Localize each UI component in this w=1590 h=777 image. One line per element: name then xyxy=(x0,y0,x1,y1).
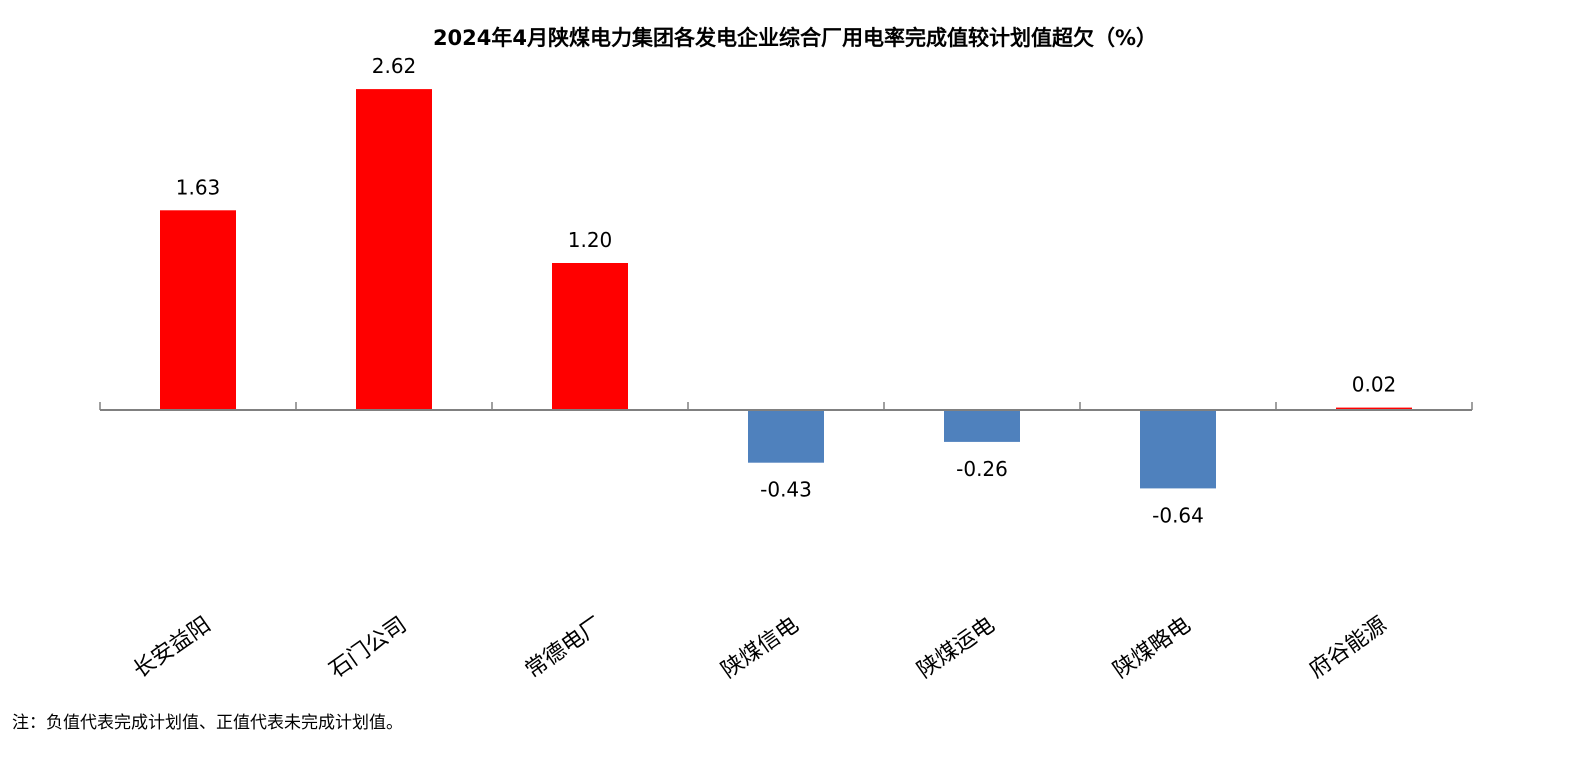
category-label-4: 陕煤信电 xyxy=(717,612,803,683)
bar-6 xyxy=(1140,410,1216,489)
bar-3 xyxy=(552,263,628,410)
category-label-6: 陕煤略电 xyxy=(1109,612,1195,683)
data-label-7: 0.02 xyxy=(1352,373,1397,397)
bar-1 xyxy=(160,210,236,410)
category-label-1: 长安益阳 xyxy=(129,612,215,683)
bar-5 xyxy=(944,410,1020,442)
bar-4 xyxy=(748,410,824,463)
x-axis xyxy=(99,402,1473,411)
chart-note: 注：负值代表完成计划值、正值代表未完成计划值。 xyxy=(12,713,403,733)
data-label-4: -0.43 xyxy=(760,478,812,502)
data-labels-layer: 1.63 2.62 1.20 -0.43 -0.26 -0.64 0.02 xyxy=(176,54,1397,527)
category-label-7: 府谷能源 xyxy=(1305,612,1391,683)
bar-2 xyxy=(356,89,432,410)
chart-title: 2024年4月陕煤电力集团各发电企业综合厂用电率完成值较计划值超欠（%） xyxy=(432,26,1158,50)
bars-layer xyxy=(160,89,1412,489)
data-label-6: -0.64 xyxy=(1152,503,1204,527)
data-label-2: 2.62 xyxy=(372,54,417,78)
category-label-3: 常德电厂 xyxy=(521,612,607,683)
bar-7 xyxy=(1336,407,1412,411)
category-label-2: 石门公司 xyxy=(325,612,411,683)
data-label-1: 1.63 xyxy=(176,175,221,199)
data-label-3: 1.20 xyxy=(568,228,613,252)
category-label-5: 陕煤运电 xyxy=(913,612,999,683)
category-labels-layer: 长安益阳 石门公司 常德电厂 陕煤信电 陕煤运电 陕煤略电 府谷能源 xyxy=(129,612,1391,683)
data-label-5: -0.26 xyxy=(956,457,1008,481)
